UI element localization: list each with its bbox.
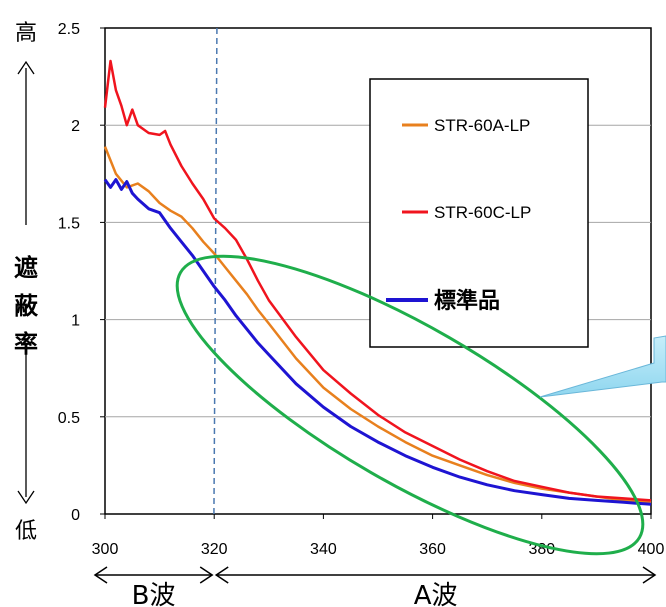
y-high-label: 高 — [15, 21, 37, 46]
y-low-label: 低 — [15, 519, 37, 544]
y-axis-label-char-0: 遮 — [14, 254, 38, 282]
boundary-dashed-line — [213, 27, 218, 515]
series-line-str-60a-lp — [103, 146, 652, 504]
band-arrow-right-head-0 — [199, 566, 214, 584]
y-tick-label-4: 2 — [71, 118, 80, 135]
x-tick-labels: 300 320 340 360 380 400 — [92, 514, 665, 558]
y-axis-label-char-1: 蔽 — [14, 292, 39, 320]
y-tick-label-1: 0.5 — [58, 410, 80, 427]
y-arrow-up-head — [17, 60, 35, 75]
legend: STR-60A-LP STR-60C-LP 標準品 — [369, 78, 589, 348]
data-series — [103, 59, 652, 506]
x-tick-label-0: 300 — [92, 541, 119, 558]
x-tick-label-3: 360 — [419, 541, 446, 558]
band-label-0: B波 — [132, 581, 176, 607]
series-line-standard — [103, 178, 652, 506]
x-tick-label-1: 320 — [201, 541, 228, 558]
y-tick-labels: 0 0.5 1 1.5 2 2.5 — [58, 21, 105, 524]
legend-label-standard: 標準品 — [434, 288, 500, 314]
y-arrow-down-head — [17, 490, 35, 505]
highlight-ellipse — [175, 254, 645, 556]
band-label-1: A波 — [414, 581, 458, 607]
x-tick-label-2: 340 — [310, 541, 337, 558]
x-tick-label-5: 400 — [638, 541, 665, 558]
y-tick-label-2: 1 — [71, 313, 80, 330]
band-arrow-left-head-1 — [214, 566, 229, 584]
y-tick-label-3: 1.5 — [58, 215, 80, 232]
y-axis-label-group: 高 遮蔽率 低 — [14, 21, 39, 544]
legend-label-str-60a-lp: STR-60A-LP — [434, 116, 530, 135]
band-arrow-left-head-0 — [93, 566, 108, 584]
y-axis-label: 遮蔽率 — [14, 254, 39, 358]
y-tick-label-0: 0 — [71, 507, 80, 524]
callout-shape — [539, 335, 666, 398]
series-line-str-60c-lp — [103, 59, 652, 502]
y-tick-label-5: 2.5 — [58, 21, 80, 38]
legend-label-str-60c-lp: STR-60C-LP — [434, 203, 531, 222]
band-arrow-right-head-1 — [642, 566, 657, 584]
wavelength-bands: B波 A波 — [93, 566, 657, 607]
